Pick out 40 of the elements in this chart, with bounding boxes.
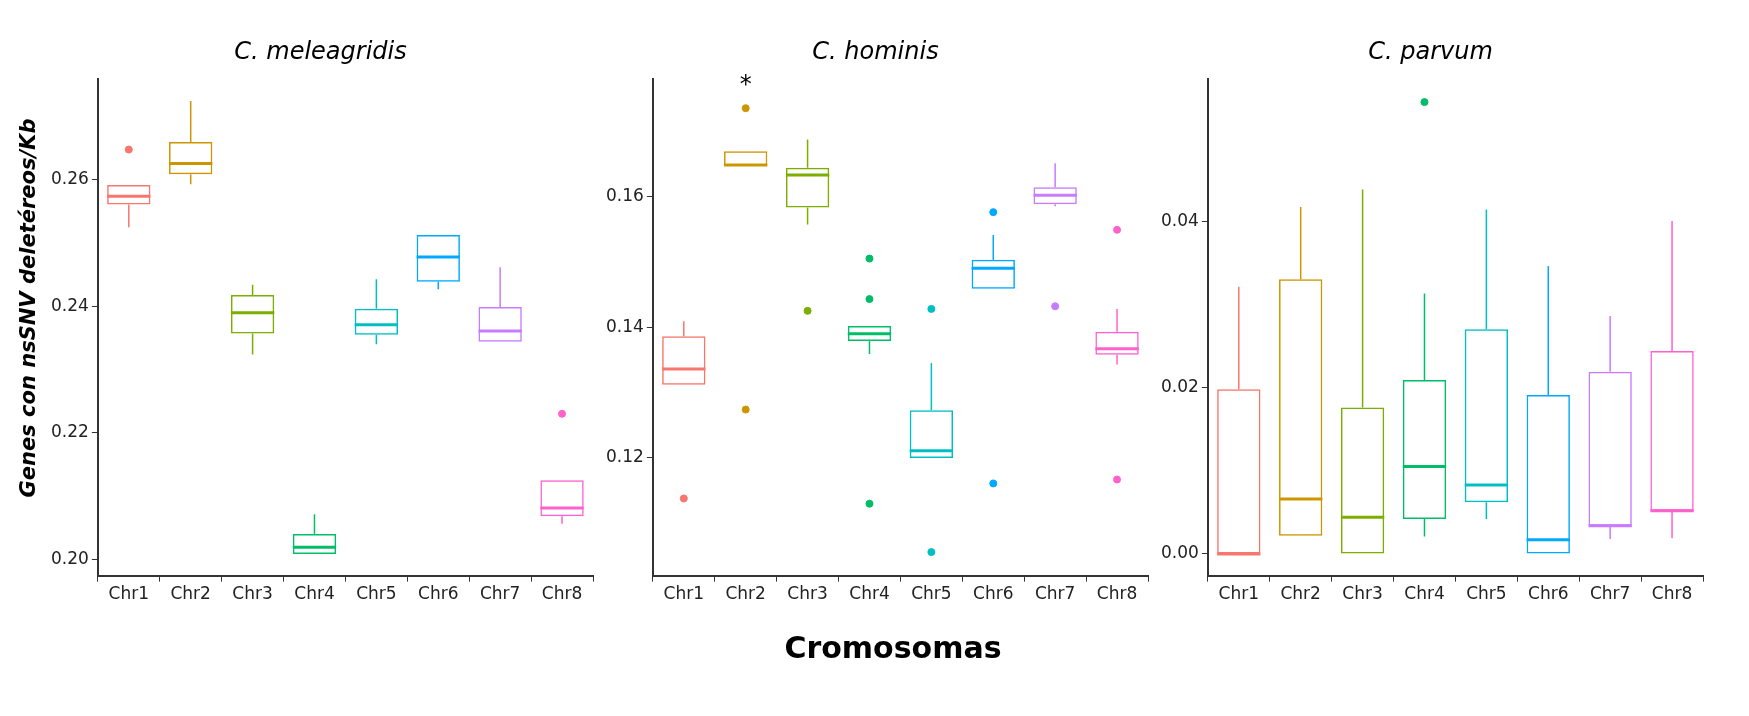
x-tick-label: Chr7 [479,583,521,604]
x-tick-label: Chr8 [541,583,583,604]
y-tick-label: 0.00 [1160,542,1199,563]
x-tick-label: Chr8 [1096,583,1138,604]
y-axis-title: Genes con nsSNV deletéreos/Kb [16,118,40,498]
x-tick-label: Chr2 [1280,583,1321,604]
x-tick-label: Chr1 [1218,583,1260,604]
x-tick-label: Chr4 [1404,583,1445,604]
x-tick-label: Chr7 [1034,583,1076,604]
y-tick-label: 0.12 [605,446,644,467]
y-tick-label: 0.04 [1160,209,1199,230]
x-tick-label: Chr2 [170,583,211,604]
y-tick-label: 0.02 [1160,375,1199,396]
x-tick-label: Chr4 [294,583,335,604]
y-tick-label: 0.22 [50,421,89,442]
x-tick-label: Chr6 [418,583,459,604]
x-tick-label: Chr1 [108,583,150,604]
x-tick-label: Chr4 [849,583,890,604]
chart-title: C. parvum [1368,36,1493,65]
x-tick-label: Chr3 [232,583,273,604]
x-tick-label: Chr7 [1589,583,1631,604]
x-tick-label: Chr3 [1342,583,1383,604]
x-tick-label: Chr6 [1528,583,1569,604]
chart-title: C. meleagridis [234,36,407,65]
x-tick-label: Chr6 [973,583,1014,604]
y-tick-label: 0.16 [605,184,644,205]
x-tick-label: Chr1 [663,583,705,604]
y-tick-label: 0.20 [50,547,89,568]
chart-title: C. hominis [812,36,939,65]
annotation: * [739,70,752,99]
y-tick-label: 0.24 [50,294,89,315]
y-tick-label: 0.14 [605,315,644,336]
x-tick-label: Chr8 [1651,583,1693,604]
x-tick-label: Chr5 [356,583,397,604]
x-tick-label: Chr2 [725,583,766,604]
x-tick-label: Chr3 [787,583,828,604]
x-axis-title: Cromosomas [783,630,1003,665]
x-tick-label: Chr5 [911,583,952,604]
y-tick-label: 0.26 [50,168,89,189]
x-tick-label: Chr5 [1466,583,1507,604]
